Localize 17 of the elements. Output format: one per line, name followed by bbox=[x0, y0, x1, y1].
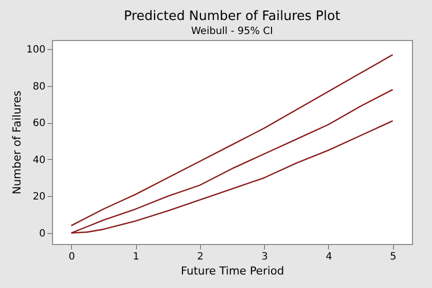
chart-title: Predicted Number of Failures Plot bbox=[124, 9, 340, 24]
y-tick-label: 80 bbox=[32, 81, 46, 92]
chart-subtitle: Weibull - 95% CI bbox=[191, 26, 273, 37]
y-tick-label: 100 bbox=[26, 44, 46, 56]
x-tick-label: 0 bbox=[68, 252, 75, 262]
x-tick-label: 5 bbox=[390, 252, 396, 262]
x-tick-label: 4 bbox=[326, 252, 332, 262]
x-tick-label: 1 bbox=[132, 252, 140, 262]
line-series bbox=[70, 54, 394, 226]
x-tick-label: 3 bbox=[261, 252, 268, 262]
x-tick-label: 2 bbox=[197, 252, 204, 262]
y-tick-label: 40 bbox=[32, 154, 46, 166]
y-tick-label: 20 bbox=[32, 192, 46, 203]
y-tick-label: 0 bbox=[39, 228, 46, 240]
y-tick-label: 60 bbox=[32, 118, 46, 130]
y-axis-title: Number of Failures bbox=[10, 90, 24, 194]
x-axis-title: Future Time Period bbox=[180, 264, 284, 278]
